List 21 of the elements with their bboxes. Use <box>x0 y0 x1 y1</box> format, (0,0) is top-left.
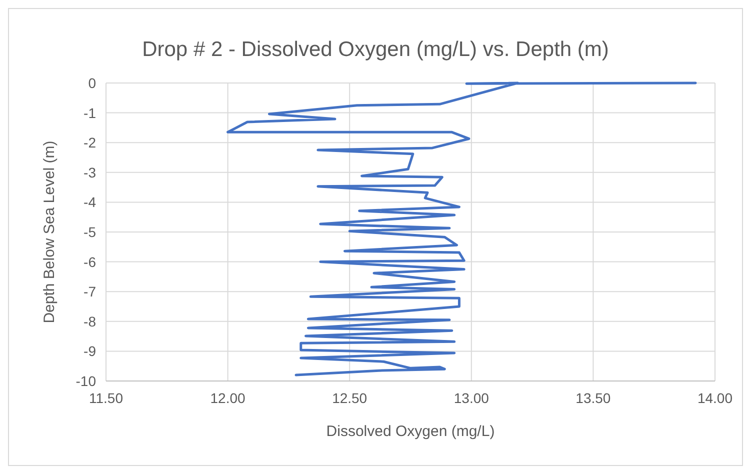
x-tick-label: 12.50 <box>332 390 368 406</box>
y-tick-label: -1 <box>84 104 96 121</box>
y-tick-label: -7 <box>84 284 96 300</box>
y-tick-label: 0 <box>88 75 96 91</box>
y-tick-label: -5 <box>84 224 96 240</box>
x-tick-label: 13.00 <box>454 390 490 406</box>
y-axis-title: Depth Below Sea Level (m) <box>41 140 58 324</box>
x-tick-label: 13.50 <box>576 390 611 406</box>
y-tick-label: -3 <box>84 164 96 180</box>
y-tick-label: -8 <box>84 313 96 330</box>
y-tick-label: -2 <box>84 134 96 151</box>
x-tick-label: 12.00 <box>210 390 246 406</box>
x-tick-label: 14.00 <box>697 390 733 406</box>
y-tick-label: -6 <box>84 254 96 270</box>
y-tick-label: -4 <box>84 194 96 210</box>
y-tick-label: -9 <box>84 343 96 360</box>
chart-title: Drop # 2 - Dissolved Oxygen (mg/L) vs. Depth (m) <box>142 38 609 61</box>
y-tick-label: -10 <box>76 373 96 389</box>
line-series <box>226 82 697 376</box>
x-tick-label: 11.50 <box>89 390 124 406</box>
x-axis-title: Dissolved Oxygen (mg/L) <box>326 423 495 440</box>
